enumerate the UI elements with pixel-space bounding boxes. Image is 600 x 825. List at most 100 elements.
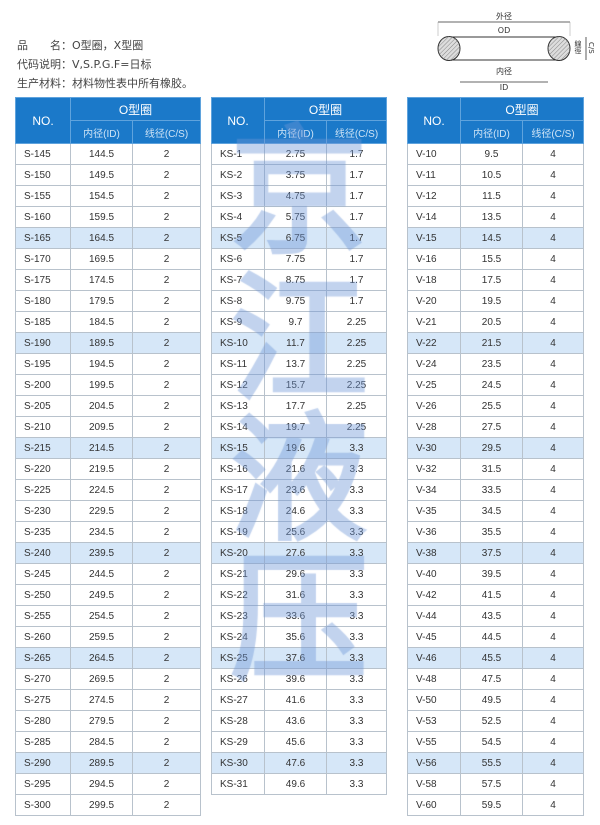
table-row: KS-26 39.6 3.3: [211, 668, 387, 690]
cell-cs: 2: [132, 416, 201, 438]
cell-id: 8.75: [264, 269, 327, 291]
cell-id: 219.5: [70, 458, 133, 480]
cell-cs: 2: [132, 731, 201, 753]
header-id: 内径(ID): [460, 120, 523, 144]
cell-cs: 1.7: [326, 269, 387, 291]
cell-no: V-12: [407, 185, 461, 207]
cell-id: 284.5: [70, 731, 133, 753]
table-row: V-21 20.5 4: [407, 311, 584, 333]
table-row: V-60 59.5 4: [407, 794, 584, 816]
cell-cs: 2: [132, 521, 201, 543]
cell-no: V-25: [407, 374, 461, 396]
cell-id: 47.5: [460, 668, 523, 690]
cell-no: V-44: [407, 605, 461, 627]
cell-no: V-15: [407, 227, 461, 249]
cell-id: 43.5: [460, 605, 523, 627]
table-row: S-190 189.5 2: [15, 332, 201, 354]
cell-no: V-22: [407, 332, 461, 354]
cell-id: 23.6: [264, 479, 327, 501]
material-description: 生产材料：材料物性表中所有橡胶。: [17, 77, 193, 90]
cell-id: 7.75: [264, 248, 327, 270]
table-row: KS-25 37.6 3.3: [211, 647, 387, 669]
table-row: V-30 29.5 4: [407, 437, 584, 459]
table-row: KS-29 45.6 3.3: [211, 731, 387, 753]
cell-id: 34.5: [460, 500, 523, 522]
table-row: KS-22 31.6 3.3: [211, 584, 387, 606]
cell-cs: 2.25: [326, 395, 387, 417]
header-group: O型圈: [264, 97, 387, 121]
cell-no: KS-9: [211, 311, 265, 333]
cell-no: S-265: [15, 647, 71, 669]
cell-cs: 4: [522, 668, 584, 690]
cell-no: V-20: [407, 290, 461, 312]
cell-no: V-42: [407, 584, 461, 606]
cell-id: 249.5: [70, 584, 133, 606]
header-group: O型圈: [460, 97, 584, 121]
cell-cs: 2.25: [326, 374, 387, 396]
table-row: V-48 47.5 4: [407, 668, 584, 690]
cell-cs: 2: [132, 290, 201, 312]
cell-id: 14.5: [460, 227, 523, 249]
cell-no: KS-3: [211, 185, 265, 207]
cell-cs: 2: [132, 689, 201, 711]
cell-cs: 4: [522, 479, 584, 501]
size-table: NO. O型圈 内径(ID) 线径(C/S) S-145 144.5 2 S-150 149.5…: [15, 97, 201, 816]
cell-no: KS-16: [211, 458, 265, 480]
cell-no: V-14: [407, 206, 461, 228]
cell-id: 49.6: [264, 773, 327, 795]
cell-id: 24.6: [264, 500, 327, 522]
header-id: 内径(ID): [264, 120, 327, 144]
cell-no: S-200: [15, 374, 71, 396]
cell-no: V-18: [407, 269, 461, 291]
cell-id: 24.5: [460, 374, 523, 396]
cell-no: S-185: [15, 311, 71, 333]
header-cs: 线径(C/S): [132, 120, 201, 144]
cell-no: V-50: [407, 689, 461, 711]
table-row: KS-7 8.75 1.7: [211, 269, 387, 291]
cell-no: KS-11: [211, 353, 265, 375]
cell-cs: 1.7: [326, 227, 387, 249]
table-row: S-265 264.5 2: [15, 647, 201, 669]
size-table: NO. O型圈 内径(ID) 线径(C/S) KS-1 2.75 1.7 KS-2 3.75 1.…: [211, 97, 387, 795]
cell-no: V-21: [407, 311, 461, 333]
cell-cs: 1.7: [326, 248, 387, 270]
cell-cs: 2: [132, 752, 201, 774]
header-id: 内径(ID): [70, 120, 133, 144]
cell-cs: 4: [522, 395, 584, 417]
table-row: KS-14 19.7 2.25: [211, 416, 387, 438]
cell-id: 234.5: [70, 521, 133, 543]
cell-cs: 4: [522, 584, 584, 606]
cell-id: 15.7: [264, 374, 327, 396]
cell-cs: 2: [132, 710, 201, 732]
cell-cs: 3.3: [326, 647, 387, 669]
cell-id: 35.6: [264, 626, 327, 648]
cell-no: KS-14: [211, 416, 265, 438]
cell-id: 259.5: [70, 626, 133, 648]
cell-no: KS-20: [211, 542, 265, 564]
cell-cs: 2: [132, 269, 201, 291]
header-no: NO.: [211, 97, 265, 144]
cell-id: 45.5: [460, 647, 523, 669]
header-no: NO.: [407, 97, 461, 144]
cell-cs: 4: [522, 290, 584, 312]
cell-no: S-145: [15, 143, 71, 165]
cell-no: S-220: [15, 458, 71, 480]
cell-id: 31.5: [460, 458, 523, 480]
cell-no: S-180: [15, 290, 71, 312]
cell-id: 29.5: [460, 437, 523, 459]
cell-id: 41.5: [460, 584, 523, 606]
table-row: V-10 9.5 4: [407, 143, 584, 165]
cell-cs: 2.25: [326, 332, 387, 354]
cell-id: 5.75: [264, 206, 327, 228]
cell-id: 31.6: [264, 584, 327, 606]
cell-id: 15.5: [460, 248, 523, 270]
cell-no: V-46: [407, 647, 461, 669]
cell-cs: 4: [522, 647, 584, 669]
cell-cs: 4: [522, 773, 584, 795]
table-row: S-300 299.5 2: [15, 794, 201, 816]
cell-id: 55.5: [460, 752, 523, 774]
cell-no: S-150: [15, 164, 71, 186]
cell-cs: 3.3: [326, 752, 387, 774]
cell-cs: 4: [522, 794, 584, 816]
cell-id: 41.6: [264, 689, 327, 711]
